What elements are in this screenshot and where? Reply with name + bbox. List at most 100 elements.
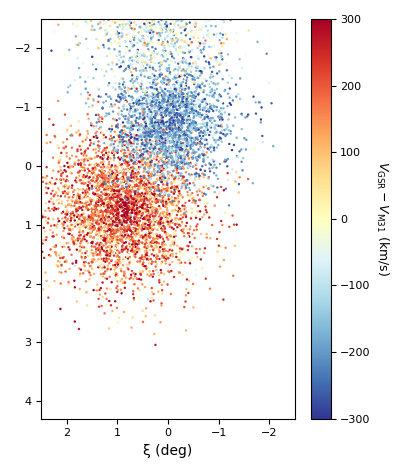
Point (136, 29, 142, 37)
Point (150, 258, 157, 266)
Point (130, 142, 137, 149)
Point (145, 38, 152, 45)
Point (184, 99, 191, 106)
Point (140, 196, 147, 203)
Point (122, 166, 128, 174)
Point (206, 108, 213, 115)
Point (130, 154, 137, 161)
Point (150, 200, 157, 207)
Point (110, 248, 116, 256)
Point (164, 32, 171, 40)
Point (141, 93, 147, 100)
Point (190, 119, 196, 126)
Point (75, 186, 81, 193)
Point (141, 207, 147, 215)
Point (183, 106, 190, 114)
Point (141, 50, 147, 58)
Point (215, 79, 221, 87)
Point (124, 188, 130, 195)
Point (109, 232, 115, 239)
Point (167, 134, 173, 142)
Point (128, 172, 135, 179)
Point (72, 160, 78, 167)
Point (206, 61, 213, 68)
Point (84, 127, 90, 135)
Point (79, 255, 86, 263)
Point (149, 118, 155, 125)
Point (162, 163, 168, 171)
Point (148, 271, 154, 279)
Point (204, 100, 210, 108)
Point (99, 42, 105, 49)
Point (114, 206, 120, 213)
Point (162, 139, 169, 146)
Point (142, 145, 149, 153)
Point (210, 115, 217, 123)
Point (144, 134, 150, 141)
Point (172, 100, 178, 107)
Point (191, 80, 198, 88)
Point (117, 156, 123, 163)
Point (118, 165, 125, 173)
Point (169, 27, 176, 35)
Point (129, 198, 135, 206)
Point (229, 74, 235, 82)
Point (80, 165, 86, 172)
Point (188, 140, 194, 147)
Point (153, 89, 160, 96)
Point (148, 194, 154, 202)
Point (148, 123, 154, 131)
Point (179, 17, 185, 24)
Point (108, 193, 115, 201)
Point (172, 214, 178, 222)
Point (66, 246, 73, 254)
Point (146, 272, 153, 280)
Point (154, 91, 160, 99)
Point (117, 217, 123, 225)
Point (76, 272, 83, 280)
Point (90, 190, 97, 197)
Point (177, 64, 183, 71)
Point (202, 195, 209, 202)
Point (153, 150, 159, 158)
Point (140, 99, 147, 107)
Point (99, 181, 105, 188)
Point (214, 96, 220, 104)
Point (183, 95, 190, 103)
Point (116, 108, 122, 115)
Point (191, 111, 198, 119)
Point (71, 240, 78, 247)
Point (167, 0, 174, 5)
Point (156, 36, 162, 44)
Point (112, 169, 118, 177)
Point (167, 28, 174, 35)
Point (107, 219, 113, 226)
Point (119, 75, 126, 82)
Point (146, 101, 152, 108)
Point (185, 164, 191, 172)
Point (132, 205, 138, 212)
Point (75, 186, 82, 193)
Point (129, 237, 136, 245)
Point (100, 169, 107, 177)
Point (221, 256, 227, 264)
Point (141, 118, 148, 126)
Point (116, 132, 123, 140)
Point (178, 99, 184, 106)
Point (158, 0, 165, 1)
Point (159, 122, 165, 129)
Point (110, 218, 117, 225)
Point (149, 212, 156, 220)
Point (122, 194, 129, 202)
Point (116, 98, 123, 106)
Point (167, 0, 173, 1)
Point (103, 240, 109, 247)
Point (223, 125, 229, 133)
Point (157, 140, 164, 148)
Point (106, 265, 113, 272)
Point (168, 218, 174, 225)
Point (196, 131, 203, 139)
Point (78, 216, 84, 224)
Point (99, 208, 105, 215)
Point (95, 141, 101, 149)
